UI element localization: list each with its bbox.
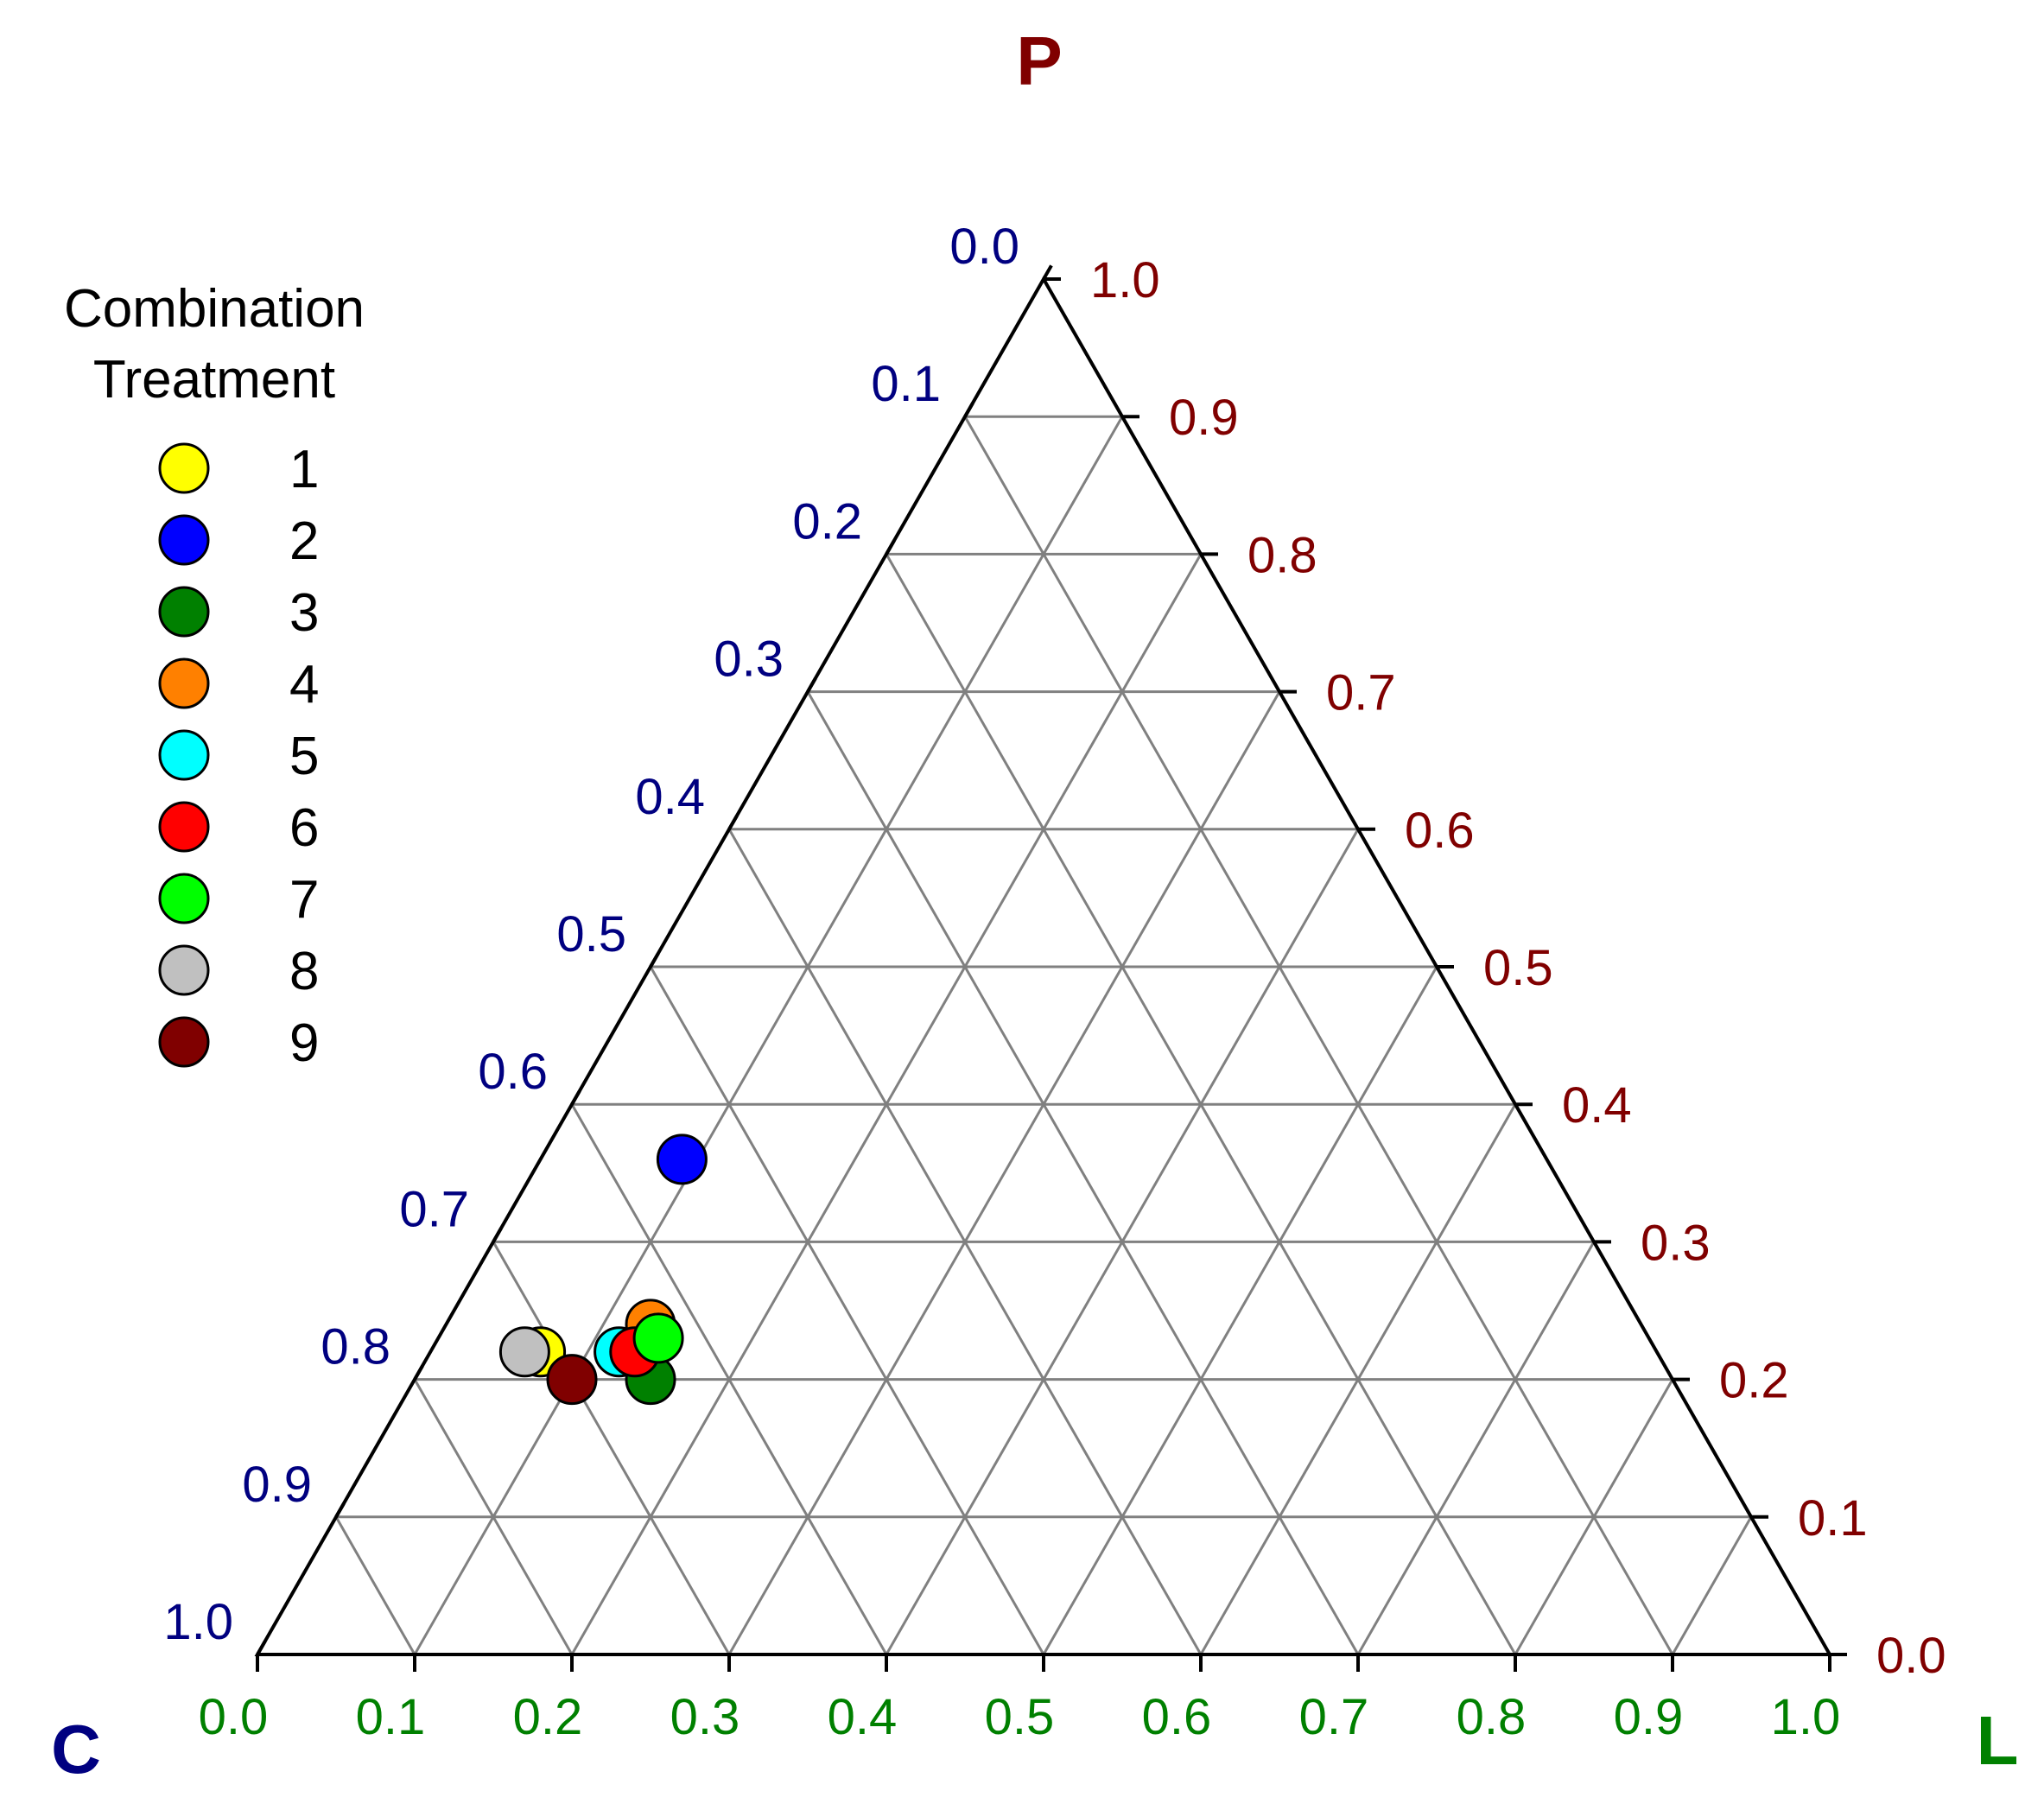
tick-label-p: 0.0 [1876,1628,1946,1684]
tick-label-l: 0.6 [1142,1689,1212,1745]
grid-line-l [413,416,1124,1655]
tick-c [806,677,817,693]
tick-c [256,1640,267,1655]
tick-label-p: 0.9 [1169,390,1239,446]
grid-line-l [1042,966,1438,1655]
tick-marks [256,264,1847,1672]
tick-label-l: 0.7 [1299,1689,1369,1745]
tick-label-l: 0.1 [356,1689,426,1745]
tick-c [963,402,974,418]
tick-c [413,1365,424,1381]
tick-label-l: 0.2 [513,1689,583,1745]
legend: Combination Treatment 1 2 3 4 5 6 7 8 9 [64,279,365,1073]
tick-label-c: 0.1 [871,356,941,412]
tick-label-p: 0.3 [1641,1215,1711,1271]
tick-label-l: 0.3 [670,1689,740,1745]
tick-label-p: 0.7 [1326,665,1396,721]
legend-title-line2: Treatment [93,350,335,410]
grid-line-c [334,1516,416,1655]
legend-label-5: 5 [289,727,319,786]
legend-title-line1: Combination [64,279,365,339]
tick-c [727,815,739,830]
legend-label-3: 3 [289,583,319,643]
grid-line-l [1356,1241,1596,1655]
legend-label-7: 7 [289,870,319,930]
legend-marker-7 [158,873,210,924]
tick-label-c: 0.4 [635,769,705,825]
tick-label-l: 0.0 [199,1689,269,1745]
data-point-8 [498,1326,550,1378]
tick-label-c: 0.0 [949,219,1019,275]
tick-label-c: 0.8 [321,1319,390,1375]
data-point-2 [656,1134,708,1185]
tick-label-c: 0.9 [242,1457,312,1513]
legend-marker-8 [158,944,210,996]
legend-label-2: 2 [289,511,319,571]
tick-c [570,1089,581,1106]
grid-line-l [727,690,1281,1655]
legend-marker-2 [158,514,210,566]
tick-label-l: 0.4 [828,1689,898,1745]
tick-labels: 0.0 0.0 0.0 0.1 0.1 0.1 0.2 0.2 0.2 0.3 0.3 0.3 0.4 0… [163,219,1946,1745]
tick-label-c: 0.5 [556,906,626,962]
grid-line-c [413,1378,574,1655]
tick-label-c: 0.2 [792,493,862,549]
tick-c [649,952,660,968]
legend-marker-3 [158,586,210,638]
axis-label-p: P [1016,22,1062,99]
axis-label-l: L [1977,1702,2019,1779]
tick-label-p: 0.6 [1405,803,1475,859]
data-point-9 [546,1354,598,1406]
tick-c [1042,264,1053,280]
tick-label-p: 0.8 [1247,527,1317,583]
tick-label-c: 0.3 [714,632,784,688]
legend-marker-5 [158,729,210,781]
tick-label-l: 1.0 [1771,1689,1841,1745]
legend-items: 1 2 3 4 5 6 7 8 9 [158,440,319,1073]
grid-line-c [806,690,1360,1655]
tick-label-p: 0.1 [1798,1490,1868,1546]
grid-lines [334,415,1753,1655]
tick-label-p: 0.4 [1562,1077,1632,1134]
tick-label-l: 0.9 [1614,1689,1684,1745]
grid-line-c [492,1241,731,1655]
axis-label-c: C [51,1711,101,1788]
tick-label-c: 1.0 [163,1594,233,1650]
tick-c [334,1502,346,1518]
data-point-7 [632,1312,684,1364]
legend-marker-6 [158,801,210,853]
tick-label-p: 1.0 [1090,252,1160,308]
legend-marker-9 [158,1016,210,1068]
tick-label-l: 0.8 [1457,1689,1527,1745]
legend-marker-1 [158,442,210,494]
grid-line-l [1671,1516,1753,1655]
legend-label-8: 8 [289,942,319,1001]
legend-marker-4 [158,657,210,709]
grid-line-l [1514,1378,1674,1655]
tick-label-l: 0.5 [985,1689,1055,1745]
legend-label-1: 1 [289,440,319,499]
grid-line-c [963,416,1674,1655]
grid-line-l [1199,1103,1517,1655]
tick-label-p: 0.2 [1719,1353,1789,1409]
tick-label-c: 0.7 [399,1181,469,1237]
tick-c [492,1227,503,1243]
legend-label-9: 9 [289,1013,319,1073]
data-points [498,1134,708,1406]
grid-line-c [649,966,1045,1655]
tick-c [885,539,896,556]
tick-label-c: 0.6 [478,1044,548,1100]
legend-label-4: 4 [289,655,319,714]
tick-label-p: 0.5 [1483,940,1553,996]
grid-line-c [570,1103,888,1655]
legend-label-6: 6 [289,798,319,858]
